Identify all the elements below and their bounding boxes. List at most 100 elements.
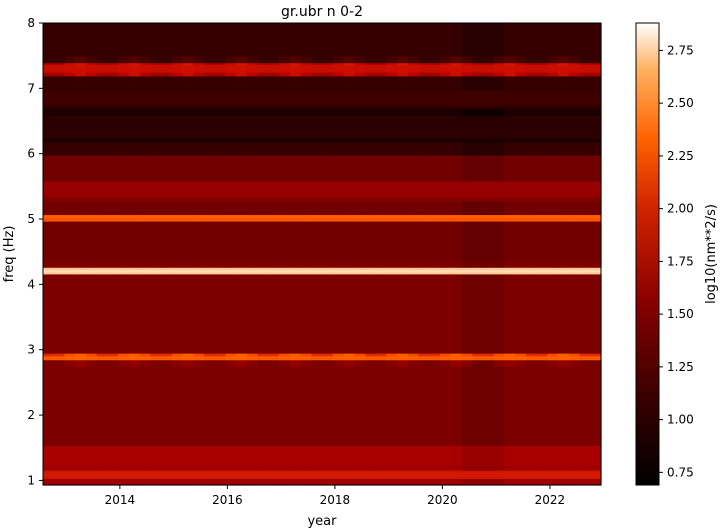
heatmap-cell <box>182 141 194 149</box>
heatmap-cell <box>75 174 87 182</box>
heatmap-cell <box>236 247 248 255</box>
heatmap-cell <box>64 445 76 453</box>
heatmap-cell <box>203 148 216 156</box>
heatmap-cell <box>85 419 98 427</box>
heatmap-cell <box>579 432 591 440</box>
heatmap-cell <box>558 194 570 202</box>
heatmap-cell <box>53 227 66 235</box>
heatmap-cell <box>397 405 409 413</box>
heatmap-cell <box>429 445 441 453</box>
heatmap-cell <box>407 326 420 334</box>
heatmap-cell <box>450 42 463 50</box>
heatmap-cell <box>96 194 108 202</box>
heatmap-cell <box>193 300 205 308</box>
heatmap-cell <box>504 452 516 460</box>
heatmap-cell <box>53 280 66 288</box>
heatmap-cell <box>568 75 581 83</box>
heatmap-cell <box>461 240 473 248</box>
heatmap-cell <box>579 141 591 149</box>
heatmap-cell <box>236 161 248 169</box>
heatmap-cell <box>193 465 205 473</box>
heatmap-cell <box>214 260 227 268</box>
heatmap-cell <box>214 168 227 176</box>
heatmap-cell <box>289 155 302 163</box>
heatmap-cell <box>85 333 98 341</box>
heatmap-cell <box>547 366 559 374</box>
heatmap-cell <box>182 333 194 341</box>
heatmap-cell <box>354 75 366 83</box>
heatmap-cell <box>171 201 184 209</box>
heatmap-cell <box>257 247 269 255</box>
heatmap-cell <box>96 201 108 209</box>
heatmap-cell <box>493 452 506 460</box>
heatmap-cell <box>568 42 581 50</box>
heatmap-cell <box>536 194 548 202</box>
heatmap-cell <box>418 148 430 156</box>
heatmap-cell <box>85 108 98 116</box>
heatmap-cell <box>482 379 495 387</box>
heatmap-cell <box>397 366 409 374</box>
heatmap-cell <box>225 201 237 209</box>
heatmap-cell <box>193 419 205 427</box>
heatmap-cell <box>364 69 377 77</box>
heatmap-cell <box>257 194 269 202</box>
heatmap-cell <box>515 254 527 262</box>
heatmap-cell <box>332 75 345 83</box>
heatmap-cell <box>128 287 141 295</box>
heatmap-cell <box>343 372 355 380</box>
heatmap-cell <box>407 300 420 308</box>
heatmap-cell <box>515 194 527 202</box>
heatmap-cell <box>161 155 173 163</box>
heatmap-cell <box>257 419 269 427</box>
heatmap-cell <box>407 412 420 420</box>
heatmap-cell <box>322 333 334 341</box>
heatmap-cell <box>203 320 216 328</box>
heatmap-cell <box>386 399 398 407</box>
heatmap-cell <box>364 445 377 453</box>
heatmap-cell <box>171 366 184 374</box>
heatmap-cell <box>118 201 130 209</box>
heatmap-cell <box>482 280 495 288</box>
heatmap-cell <box>85 465 98 473</box>
heatmap-cell <box>64 399 76 407</box>
heatmap-cell <box>472 260 484 268</box>
heatmap-cell <box>332 379 345 387</box>
heatmap-cell <box>225 372 237 380</box>
heatmap-cell <box>525 75 538 83</box>
heatmap-cell <box>193 29 205 37</box>
heatmap-cell <box>397 445 409 453</box>
heatmap-cell <box>161 36 173 44</box>
heatmap-cell <box>450 273 463 281</box>
heatmap-cell <box>118 221 130 229</box>
heatmap-cell <box>472 366 484 374</box>
heatmap-cell <box>311 326 323 334</box>
heatmap-cell <box>558 260 570 268</box>
heatmap-cell <box>450 194 463 202</box>
heatmap-cell <box>171 432 184 440</box>
heatmap-cell <box>429 432 441 440</box>
heatmap-cell <box>482 326 495 334</box>
heatmap-cell <box>53 260 66 268</box>
heatmap-cell <box>558 405 570 413</box>
heatmap-cell <box>547 280 559 288</box>
heatmap-cell <box>236 82 248 90</box>
heatmap-cell <box>375 300 387 308</box>
heatmap-cell <box>450 141 463 149</box>
heatmap-cell <box>289 75 302 83</box>
heatmap-cell <box>515 386 527 394</box>
heatmap-cell <box>268 287 280 295</box>
heatmap-cell <box>482 29 495 37</box>
heatmap-cell <box>107 425 119 433</box>
heatmap-cell <box>493 320 506 328</box>
heatmap-cell <box>472 69 484 77</box>
heatmap-cell <box>332 392 345 400</box>
heatmap-cell <box>139 320 151 328</box>
heatmap-cell <box>182 280 194 288</box>
heatmap-cell <box>558 42 570 50</box>
heatmap-cell <box>279 386 291 394</box>
heatmap-cell <box>450 161 463 169</box>
heatmap-cell <box>536 386 548 394</box>
heatmap-cell <box>547 326 559 334</box>
heatmap-cell <box>418 23 430 31</box>
heatmap-cell <box>257 23 269 31</box>
